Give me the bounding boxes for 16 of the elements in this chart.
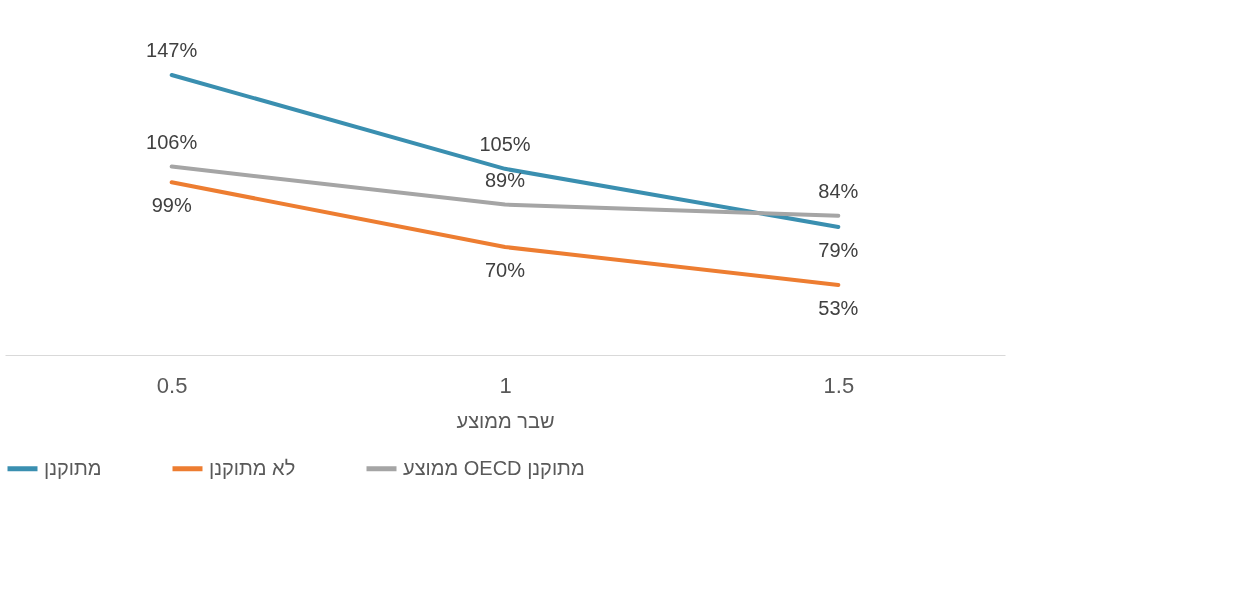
data-label: 99% xyxy=(151,194,192,217)
data-label: 84% xyxy=(818,179,859,202)
data-label: 147% xyxy=(146,39,198,61)
data-label: 105% xyxy=(479,132,531,155)
data-label: 106% xyxy=(146,130,198,153)
x-tick-label: 1 xyxy=(499,372,512,398)
data-label: 89% xyxy=(484,168,526,191)
legend-label: לא מתוקנן xyxy=(209,456,296,479)
legend-label: ממוצע OECD מתוקנן xyxy=(403,456,585,479)
legend-label: מתוקנן xyxy=(44,456,102,479)
data-label: 79% xyxy=(818,238,859,261)
x-axis-title: שבר ממוצע xyxy=(456,409,555,432)
data-label: 70% xyxy=(484,259,526,282)
x-tick-label: 1.5 xyxy=(823,372,855,398)
x-tick-label: 0.5 xyxy=(156,372,188,398)
data-label: 53% xyxy=(818,297,859,319)
